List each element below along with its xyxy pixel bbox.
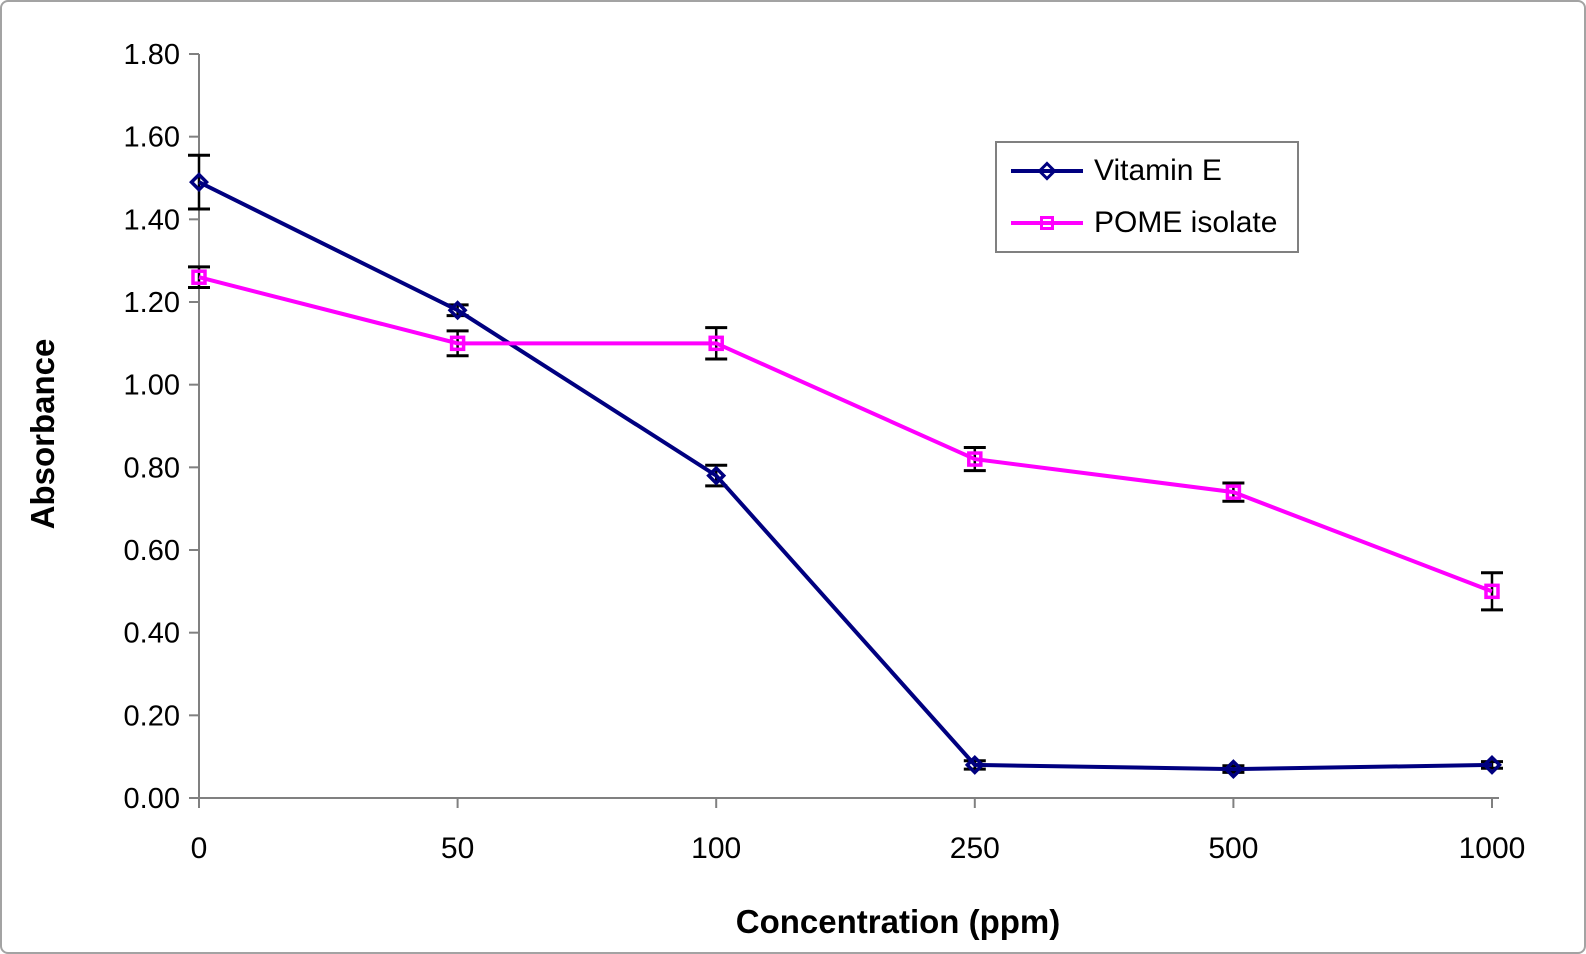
x-tick-label: 0: [191, 832, 208, 865]
diamond-marker-icon: [447, 300, 468, 321]
y-tick-label: 0.20: [124, 700, 180, 732]
legend-label-vitamin-e: Vitamin E: [1094, 154, 1222, 187]
square-marker-icon: [1484, 583, 1500, 600]
x-tick-label: 100: [691, 832, 741, 865]
square-marker-icon: [1225, 484, 1242, 500]
y-tick-label: 0.40: [124, 618, 180, 650]
square-marker-icon: [449, 335, 466, 352]
x-tick-label: 500: [1208, 832, 1258, 865]
y-tick-label: 0.00: [124, 783, 180, 815]
square-marker-icon: [967, 451, 983, 467]
legend-item-vitamin-e: Vitamin E: [1010, 149, 1297, 193]
diamond-marker-icon: [964, 754, 985, 775]
diamond-marker-icon: [706, 465, 727, 486]
y-tick-label: 1.60: [124, 122, 180, 154]
y-tick-label: 1.00: [124, 370, 180, 402]
square-marker-icon: [1040, 216, 1054, 230]
diamond-marker-icon: [1482, 754, 1502, 775]
y-tick-label: 1.80: [124, 39, 180, 71]
y-axis-title: Absorbance: [24, 338, 61, 530]
y-tick-label: 1.20: [124, 287, 180, 319]
x-tick-label: 1000: [1459, 832, 1526, 865]
legend-sample-pome-isolate: [1011, 216, 1083, 230]
diamond-marker-icon: [1223, 759, 1244, 780]
diamond-marker-icon: [189, 172, 209, 193]
legend-sample-vitamin-e: [1011, 161, 1083, 181]
diamond-marker-icon: [1037, 161, 1057, 181]
legend: Vitamin E POME isolate: [995, 141, 1299, 253]
square-marker-icon: [191, 269, 207, 285]
legend-item-pome-isolate: POME isolate: [1010, 201, 1297, 245]
square-marker-icon: [708, 335, 724, 352]
y-tick-label: 1.40: [124, 204, 180, 236]
x-tick-label: 50: [441, 832, 474, 865]
legend-label-pome-isolate: POME isolate: [1094, 206, 1278, 239]
y-tick-label: 0.80: [124, 452, 180, 484]
series-line-vitamin-e: [198, 180, 1493, 772]
series-line-pome-isolate: [198, 275, 1493, 594]
x-tick-label: 250: [950, 832, 1000, 865]
y-tick-label: 0.60: [124, 535, 180, 567]
x-axis-title: Concentration (ppm): [735, 903, 1061, 940]
